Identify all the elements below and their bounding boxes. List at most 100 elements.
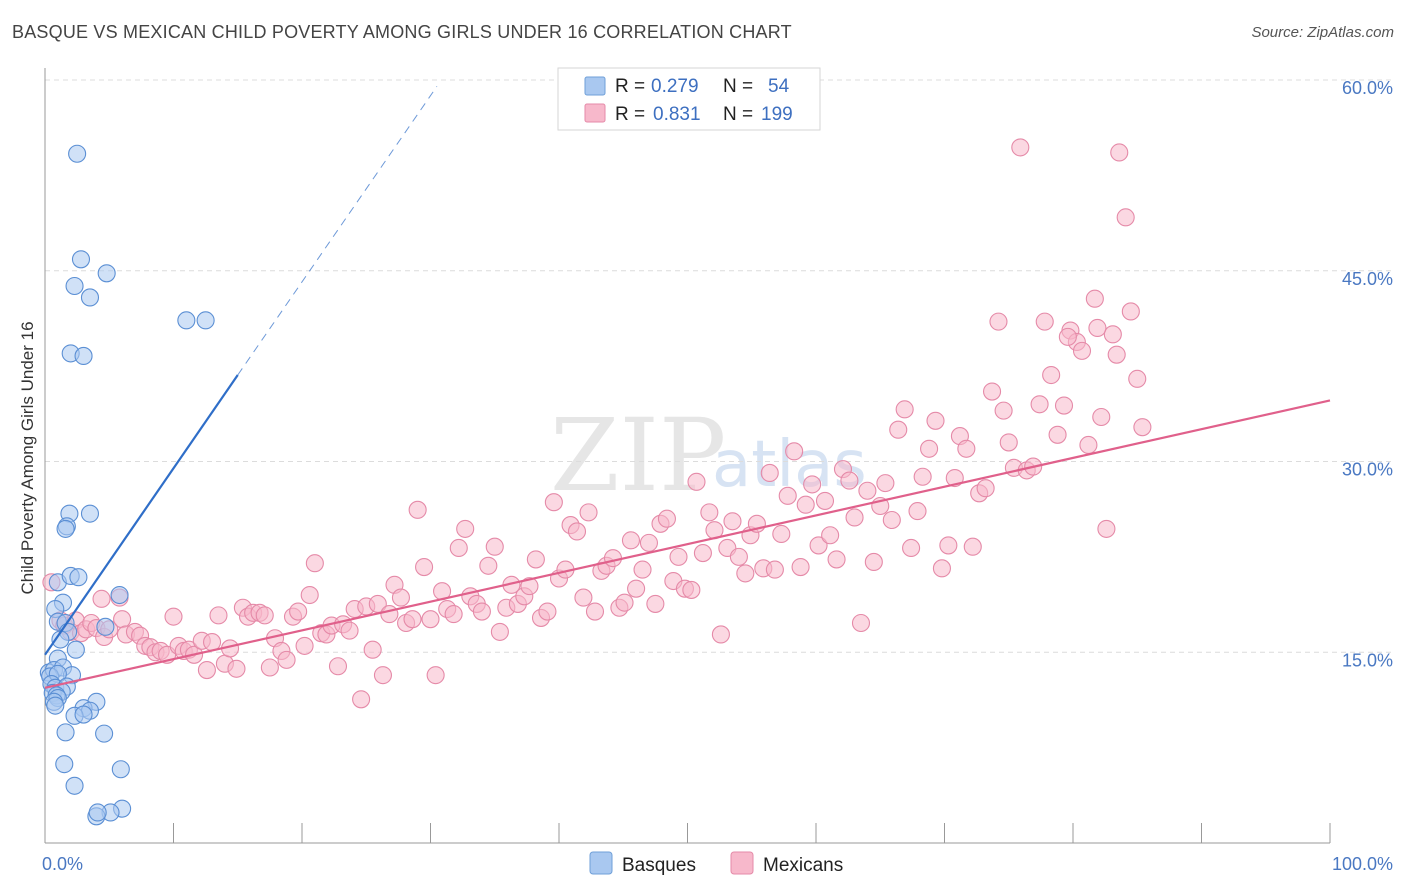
mexicans-point xyxy=(585,602,605,621)
basques-point xyxy=(56,519,75,538)
mexicans-point xyxy=(421,610,440,629)
basques-trend-extension xyxy=(237,86,438,376)
mexicans-point xyxy=(1058,327,1077,346)
basques-point xyxy=(177,311,196,330)
x-tick-label-max: 100.0% xyxy=(1332,854,1393,874)
mexicans-point xyxy=(1079,435,1098,455)
watermark-zip: ZIP xyxy=(550,397,726,514)
legend-bottom: Basques Mexicans xyxy=(589,851,843,876)
legend-bottom-swatch-basques xyxy=(589,851,613,875)
mexicans-point xyxy=(908,502,927,521)
mexicans-point xyxy=(1030,395,1049,414)
basques-point xyxy=(97,264,116,283)
mexicans-point xyxy=(113,610,132,629)
y-axis-label: Child Poverty Among Girls Under 16 xyxy=(18,321,37,594)
mexicans-points xyxy=(42,138,1152,709)
basques-point xyxy=(65,776,84,795)
mexicans-point xyxy=(1035,312,1054,331)
mexicans-point xyxy=(1121,302,1140,321)
mexicans-point xyxy=(711,625,730,644)
legend-n-label-mexicans: N = xyxy=(723,104,753,125)
chart-source: Source: ZipAtlas.com xyxy=(1251,24,1394,41)
mexicans-point xyxy=(479,556,498,575)
mexicans-point xyxy=(864,552,883,572)
legend-top: R = 0.279 N = 54 R = 0.831 N = 199 xyxy=(557,67,821,131)
mexicans-point xyxy=(791,557,810,577)
mexicans-point xyxy=(574,588,593,607)
mexicans-point xyxy=(796,495,815,514)
mexicans-point xyxy=(340,621,359,640)
mexicans-point xyxy=(963,537,982,556)
mexicans-point xyxy=(982,382,1002,401)
mexicans-point xyxy=(657,509,676,528)
mexicans-point xyxy=(639,533,659,552)
mexicans-point xyxy=(913,467,932,486)
basques-point xyxy=(96,617,115,636)
mexicans-point xyxy=(989,312,1008,331)
mexicans-point xyxy=(1042,365,1061,385)
mexicans-point xyxy=(456,519,475,538)
legend-bottom-label-mexicans: Mexicans xyxy=(763,855,843,876)
x-tick-label-min: 0.0% xyxy=(42,854,83,874)
basques-point xyxy=(46,696,65,715)
basques-point xyxy=(55,755,74,774)
mexicans-point xyxy=(615,593,634,612)
basques-points xyxy=(39,144,215,826)
mexicans-point xyxy=(1128,369,1147,388)
mexicans-point xyxy=(544,493,563,512)
mexicans-point xyxy=(472,602,491,621)
mexicans-point xyxy=(932,559,951,578)
mexicans-point xyxy=(1133,418,1152,437)
y-tick-labels: 15.0% 30.0% 45.0% 60.0% xyxy=(1342,78,1393,670)
mexicans-point xyxy=(520,577,539,596)
legend-n-label-basques: N = xyxy=(723,76,753,97)
basques-point xyxy=(68,144,87,163)
mexicans-point xyxy=(778,486,797,505)
basques-trend-line xyxy=(44,374,239,656)
mexicans-point xyxy=(1107,345,1126,364)
mexicans-point xyxy=(567,522,587,541)
mexicans-point xyxy=(426,666,445,685)
mexicans-point xyxy=(736,564,755,583)
mexicans-point xyxy=(821,526,840,545)
mexicans-point xyxy=(363,640,382,659)
mexicans-point xyxy=(803,475,822,494)
mexicans-point xyxy=(999,433,1018,452)
mexicans-point xyxy=(700,503,719,522)
legend-swatch-mexicans xyxy=(584,103,606,123)
basques-point xyxy=(74,705,93,724)
mexicans-point xyxy=(352,690,371,709)
mexicans-point xyxy=(845,508,864,527)
mexicans-point xyxy=(851,613,871,633)
basques-point xyxy=(111,760,130,779)
legend-n-value-basques: 54 xyxy=(768,76,790,97)
mexicans-point xyxy=(300,585,319,605)
mexicans-point xyxy=(579,503,598,522)
y-tick-label: 15.0% xyxy=(1342,650,1393,670)
mexicans-point xyxy=(765,560,784,579)
y-tick-label: 30.0% xyxy=(1342,460,1393,480)
legend-r-label-mexicans: R = xyxy=(615,104,645,125)
mexicans-point xyxy=(876,474,895,493)
mexicans-point xyxy=(403,610,422,629)
basques-point xyxy=(80,288,100,307)
legend-bottom-swatch-mexicans xyxy=(730,851,754,875)
axes xyxy=(44,68,1331,844)
mexicans-point xyxy=(976,479,995,498)
mexicans-point xyxy=(926,411,945,430)
mexicans-point xyxy=(882,510,901,530)
mexicans-point xyxy=(1097,519,1116,538)
mexicans-point xyxy=(449,538,468,558)
mexicans-point xyxy=(1116,208,1135,227)
gridlines xyxy=(45,79,1393,653)
basques-point xyxy=(196,311,215,330)
mexicans-point xyxy=(1072,341,1092,360)
basques-point xyxy=(110,585,129,605)
mexicans-point xyxy=(277,650,296,669)
mexicans-point xyxy=(1092,407,1111,427)
mexicans-point xyxy=(526,550,545,569)
legend-bottom-label-basques: Basques xyxy=(622,855,696,876)
mexicans-point xyxy=(669,547,688,566)
mexicans-point xyxy=(444,605,463,624)
mexicans-point xyxy=(164,607,183,626)
